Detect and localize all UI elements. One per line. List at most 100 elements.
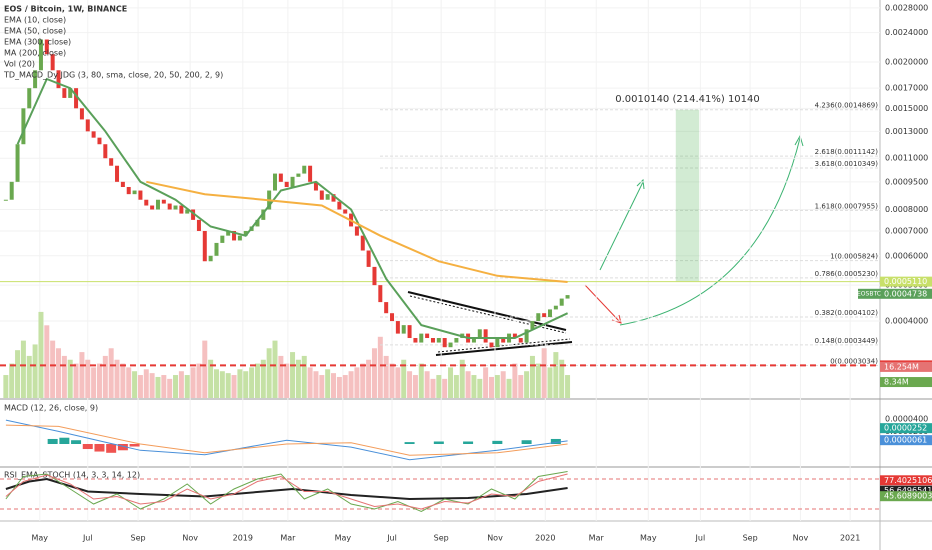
- macd-histogram: [47, 438, 58, 444]
- volume-bar: [500, 371, 506, 398]
- candle: [559, 298, 564, 306]
- volume-bar: [436, 375, 442, 398]
- volume-bar: [371, 348, 377, 398]
- fib-label: 0.148(0.0003449): [815, 337, 879, 345]
- fib-label: 0.382(0.0004102): [815, 309, 879, 317]
- x-tick-label: Sep: [743, 534, 758, 543]
- macd-histogram: [550, 438, 561, 444]
- candle: [319, 190, 324, 200]
- candle: [436, 338, 441, 343]
- volume-bar: [50, 340, 56, 398]
- candle: [524, 329, 529, 343]
- x-tick-label: Sep: [434, 534, 449, 543]
- volume-bar: [167, 378, 173, 398]
- candle: [56, 70, 61, 89]
- candle: [419, 333, 424, 343]
- symbol-tag: [858, 288, 880, 299]
- candle: [255, 219, 260, 227]
- x-tick-label: Sep: [131, 534, 146, 543]
- macd-histogram: [404, 442, 415, 444]
- candle: [232, 230, 237, 241]
- candle: [390, 313, 395, 322]
- candle: [495, 338, 500, 348]
- candle: [384, 302, 389, 314]
- volume-bar: [307, 367, 313, 398]
- volume-bar: [32, 344, 38, 398]
- volume-bar: [149, 373, 155, 398]
- arrow-head: [636, 178, 645, 190]
- panel-title: MACD (12, 26, close, 9): [4, 404, 98, 413]
- volume-bar: [56, 348, 62, 398]
- candle: [454, 338, 459, 343]
- macd-histogram: [129, 444, 140, 447]
- candle: [284, 181, 289, 187]
- macd-histogram: [521, 440, 532, 444]
- rsi-line: [5, 477, 568, 501]
- rsi-line: [5, 471, 568, 513]
- candle: [448, 342, 453, 348]
- volume-bar: [565, 375, 571, 398]
- volume-bar: [541, 348, 547, 398]
- volume-bar: [96, 363, 102, 398]
- rsi-tag: [880, 491, 932, 502]
- x-tick-label: Jul: [695, 534, 706, 543]
- volume-bar: [225, 373, 231, 398]
- candle: [179, 205, 184, 214]
- candle: [296, 173, 301, 177]
- volume-bar: [453, 375, 459, 398]
- volume-bar: [319, 375, 325, 398]
- x-tick-label: May: [32, 534, 49, 543]
- candle: [173, 205, 178, 210]
- x-tick-label: Nov: [793, 534, 809, 543]
- candle: [518, 338, 523, 343]
- volume-bar: [137, 375, 143, 398]
- volume-bar: [377, 336, 383, 398]
- candle: [442, 338, 447, 348]
- rsi-tag: [880, 485, 932, 496]
- x-tick-label: Mar: [589, 534, 605, 543]
- volume-bar: [442, 378, 448, 398]
- volume-bar: [9, 363, 15, 398]
- x-tick-label: Nov: [182, 534, 198, 543]
- rsi-tag-label: 45.6089003: [884, 492, 932, 501]
- volume-bar: [284, 363, 290, 398]
- volume-bar: [243, 371, 249, 398]
- volume-bar: [401, 359, 407, 398]
- rsi-tag-label: 56.6496541: [884, 486, 932, 495]
- volume-bar: [459, 359, 465, 398]
- candle: [15, 144, 20, 182]
- macd-histogram: [117, 444, 128, 451]
- macd-histogram: [433, 441, 444, 444]
- volume-bar: [524, 371, 530, 398]
- symbol-label: EOSBTC: [857, 290, 881, 297]
- candle: [50, 54, 55, 71]
- candle: [161, 199, 166, 204]
- candle: [208, 255, 213, 262]
- volume-bar: [249, 367, 255, 398]
- macd-histogram: [106, 444, 117, 453]
- volume-tag: [880, 361, 932, 372]
- candle: [278, 173, 283, 182]
- price-tag-label: 0.0005110: [884, 277, 927, 286]
- volume-bar: [3, 375, 9, 398]
- volume-bar: [494, 375, 500, 398]
- projection-arrow: [619, 137, 801, 326]
- candle: [395, 321, 400, 334]
- candle: [407, 325, 412, 339]
- candle: [489, 342, 494, 348]
- candle: [150, 205, 155, 210]
- volume-bar: [535, 363, 541, 398]
- volume-bar: [342, 375, 348, 398]
- candle: [196, 219, 201, 231]
- candle: [120, 181, 125, 187]
- volume-bar: [366, 359, 372, 398]
- candle: [144, 199, 149, 206]
- candle: [325, 194, 330, 200]
- measure-label: 0.0010140 (214.41%) 10140: [615, 94, 760, 105]
- volume-bar: [553, 352, 559, 398]
- volume-bar: [418, 363, 424, 398]
- volume-bar: [448, 367, 454, 398]
- macd-histogram: [94, 444, 105, 452]
- legend-entry: EOS / Bitcoin, 1W, BINANCE: [4, 5, 127, 14]
- candle: [290, 176, 295, 187]
